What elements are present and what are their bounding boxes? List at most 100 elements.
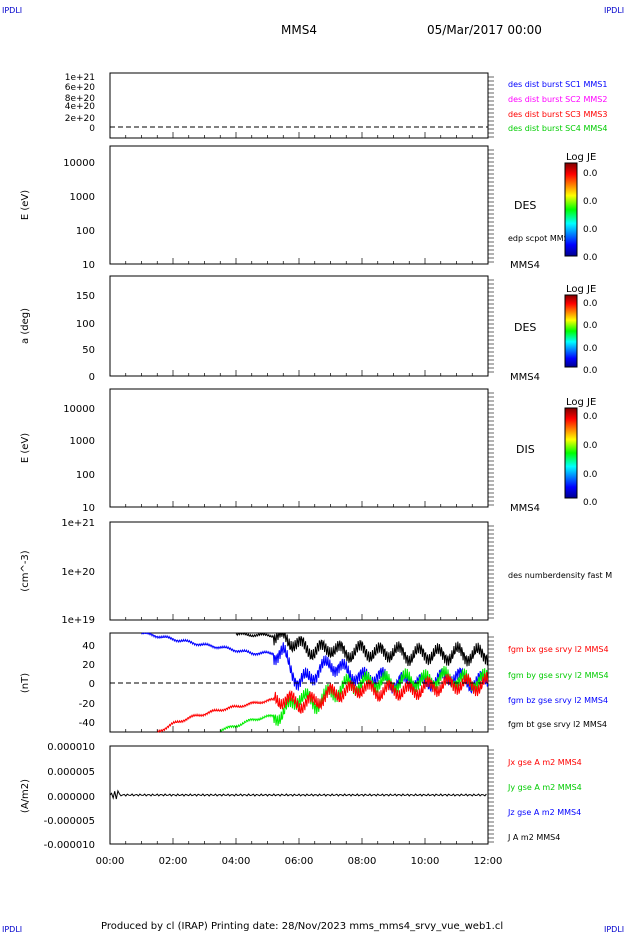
des-energy-label: DES	[514, 199, 536, 212]
fgm-series-line	[235, 632, 489, 667]
corner-mark-tl: IPDLI	[2, 6, 22, 15]
colorbar-tick: 0.0	[583, 412, 598, 422]
colorbar-title: Log JE	[566, 397, 596, 408]
colorbar-tick: 0.0	[583, 197, 598, 207]
current-ylabel: (A/m2)	[20, 779, 31, 813]
colorbar-tick: 0.0	[583, 253, 598, 263]
colorbar-gradient	[564, 294, 578, 368]
colorbar-title: Log JE	[566, 152, 596, 163]
footer-credit: Produced by cl (IRAP) Printing date: 28/…	[101, 921, 503, 932]
density-legend: des numberdensity fast M	[508, 571, 612, 580]
des-energy-ytick: 10	[82, 260, 95, 271]
colorbar-gradient	[564, 162, 578, 257]
colorbars: Log JE 0.0 0.0 0.0 0.0 Log JE 0.0 0.0 0.…	[564, 152, 598, 508]
current-ytick: -0.000005	[44, 816, 95, 827]
dist-ytick: 8e+20	[65, 94, 96, 104]
dist-ytick: 1e+21	[65, 73, 95, 83]
fgm-legend-bt: fgm bt gse srvy l2 MMS4	[508, 720, 607, 729]
colorbar-des-energy: Log JE 0.0 0.0 0.0 0.0	[564, 152, 598, 263]
colorbar-tick: 0.0	[583, 299, 598, 309]
dis-energy-ytick: 10	[82, 503, 95, 514]
dis-energy-ylabel: E (eV)	[20, 433, 31, 463]
des-pitch-ytick: 50	[82, 345, 95, 356]
des-pitch-ytick: 100	[76, 319, 95, 330]
colorbar-tick: 0.0	[583, 321, 598, 331]
dist-ytick: 2e+20	[65, 114, 96, 124]
des-pitch-ytick: 150	[76, 291, 95, 302]
des-energy-probe: MMS4	[510, 260, 540, 271]
fgm-ytick: 20	[82, 660, 95, 671]
des-energy-ylabel: E (eV)	[20, 190, 31, 220]
corner-mark-tr: IPDLI	[604, 6, 624, 15]
x-tick-label: 06:00	[285, 856, 314, 867]
fgm-ytick: -40	[79, 718, 95, 729]
x-tick-label: 00:00	[96, 856, 125, 867]
colorbar-tick: 0.0	[583, 498, 598, 508]
x-tick-label: 10:00	[411, 856, 440, 867]
dis-energy-ytick: 10000	[63, 404, 95, 415]
colorbar-dis-energy: Log JE 0.0 0.0 0.0 0.0	[564, 397, 598, 508]
panel-dis-energy: E (eV) 10000 1000 100 10 DIS MMS4	[20, 388, 540, 514]
current-ytick: 0.000010	[47, 742, 95, 753]
colorbar-des-pitch: Log JE 0.0 0.0 0.0 0.0	[564, 284, 598, 376]
panel-density-frame	[109, 521, 489, 621]
colorbar-gradient	[564, 407, 578, 499]
current-ytick: 0.000000	[47, 792, 95, 803]
des-pitch-label: DES	[514, 321, 536, 334]
corner-mark-bl: IPDLI	[2, 925, 22, 934]
current-trace	[109, 789, 487, 800]
panel-density: (cm^-3) 1e+21 1e+20 1e+19 des numberdens…	[20, 518, 612, 626]
colorbar-tick: 0.0	[583, 225, 598, 235]
dist-ytick: 4e+20	[65, 102, 96, 112]
current-ytick: 0.000005	[47, 767, 95, 778]
des-pitch-probe: MMS4	[510, 372, 540, 383]
fgm-ylabel: (nT)	[20, 673, 31, 693]
x-tick-label: 04:00	[222, 856, 251, 867]
x-axis: 00:00 02:00 04:00 06:00 08:00 10:00 12:0…	[96, 856, 503, 867]
dist-legend-sc4: des dist burst SC4 MMS4	[508, 124, 607, 133]
des-pitch-ytick: 0	[89, 372, 95, 383]
des-energy-ytick: 1000	[70, 192, 95, 203]
fgm-legend-by: fgm by gse srvy l2 MMS4	[508, 671, 609, 680]
dis-energy-probe: MMS4	[510, 503, 540, 514]
panel-des-pitch-frame	[109, 275, 489, 377]
density-ytick: 1e+20	[61, 567, 95, 578]
date-title: 05/Mar/2017 00:00	[427, 23, 542, 37]
fgm-series-line	[156, 672, 489, 733]
panel-des-energy: E (eV) 10000 1000 100 10 DES edp scpot M…	[20, 145, 574, 271]
panel-current: (A/m2) 0.000010 0.000005 0.000000 -0.000…	[20, 742, 582, 851]
density-ylabel: (cm^-3)	[20, 550, 31, 591]
dist-legend-sc1: des dist burst SC1 MMS1	[508, 80, 607, 89]
panel-dist: 1e+21 8e+20 6e+20 4e+20 2e+20 0 des dist…	[65, 72, 607, 139]
colorbar-tick: 0.0	[583, 169, 598, 179]
dist-ytick: 0	[89, 124, 95, 134]
current-ytick: -0.000010	[44, 840, 95, 851]
fgm-series-line	[141, 632, 489, 695]
dis-energy-ytick: 100	[76, 470, 95, 481]
colorbar-tick: 0.0	[583, 441, 598, 451]
fgm-ytick: -20	[79, 699, 95, 710]
density-ytick: 1e+21	[61, 518, 95, 529]
colorbar-tick: 0.0	[583, 470, 598, 480]
corner-mark-br: IPDLI	[604, 925, 624, 934]
dist-legend-sc3: des dist burst SC3 MMS3	[508, 110, 607, 119]
x-tick-label: 02:00	[159, 856, 188, 867]
des-energy-sublabel: edp scpot MMS4	[508, 234, 574, 243]
dis-energy-label: DIS	[516, 443, 535, 456]
panel-des-energy-frame	[109, 145, 489, 265]
fgm-series-group	[141, 632, 489, 733]
colorbar-tick: 0.0	[583, 366, 598, 376]
x-tick-label: 12:00	[474, 856, 503, 867]
panel-des-pitch: a (deg) 150 100 50 0 DES MMS4	[20, 275, 540, 383]
dist-legend-sc2: des dist burst SC2 MMS2	[508, 95, 607, 104]
colorbar-tick: 0.0	[583, 344, 598, 354]
fgm-legend-bx: fgm bx gse srvy l2 MMS4	[508, 645, 609, 654]
current-legend-jz: Jz gse A m2 MMS4	[507, 808, 581, 817]
fgm-ytick: 0	[89, 679, 95, 690]
panel-dis-energy-frame	[109, 388, 489, 508]
panel-dist-frame	[109, 72, 489, 139]
tick-marks	[109, 76, 494, 844]
mission-title: MMS4	[281, 23, 317, 37]
x-tick-label: 08:00	[348, 856, 377, 867]
